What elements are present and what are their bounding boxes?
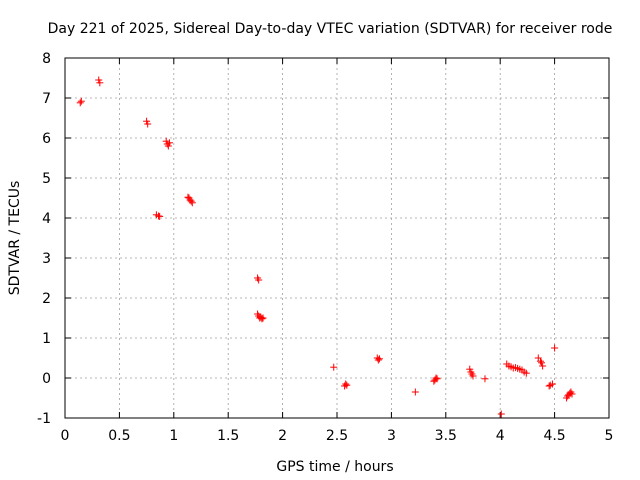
data-point [165, 139, 173, 147]
data-point [497, 410, 505, 418]
y-tick-label: 0 [42, 371, 51, 387]
x-tick-label: 4 [496, 428, 505, 444]
data-point [522, 369, 530, 377]
y-tick-label: 2 [42, 291, 51, 307]
data-points [76, 76, 576, 418]
data-point [144, 120, 152, 128]
data-point [342, 380, 350, 388]
x-tick-label: 2 [278, 428, 287, 444]
data-point [255, 276, 263, 284]
data-point [568, 390, 576, 398]
data-point [433, 375, 441, 383]
data-point [164, 142, 172, 150]
x-tick-label: 1.5 [217, 428, 239, 444]
y-tick-label: 8 [42, 51, 51, 67]
data-point [76, 99, 84, 107]
x-tick-label: 0 [61, 428, 70, 444]
data-point [536, 357, 544, 365]
y-tick-label: -1 [37, 411, 51, 427]
data-point [156, 212, 164, 220]
y-tick-labels: -1 0 1 2 3 4 5 6 7 8 [37, 51, 51, 427]
data-point [551, 344, 559, 352]
axis-ticks [64, 57, 610, 419]
data-point [411, 388, 419, 396]
data-point [539, 362, 547, 370]
x-tick-label: 3 [387, 428, 396, 444]
x-tick-label: 1 [169, 428, 178, 444]
data-point [330, 363, 338, 371]
data-point [481, 375, 489, 383]
chart-title: Day 221 of 2025, Sidereal Day-to-day VTE… [48, 21, 613, 37]
y-tick-label: 4 [42, 211, 51, 227]
data-point [538, 359, 546, 367]
data-point [77, 97, 85, 105]
data-point [432, 374, 440, 382]
data-point [187, 197, 195, 205]
x-tick-label: 5 [605, 428, 614, 444]
grid [65, 58, 609, 418]
data-point [343, 381, 351, 389]
x-tick-label: 3.5 [435, 428, 457, 444]
y-tick-label: 5 [42, 171, 51, 187]
y-axis-title: SDTVAR / TECUs [7, 181, 23, 296]
x-tick-label: 2.5 [326, 428, 348, 444]
data-point [259, 314, 267, 322]
data-point [469, 372, 477, 380]
data-point [96, 79, 104, 87]
x-tick-label: 0.5 [108, 428, 130, 444]
data-point [548, 380, 556, 388]
x-tick-label: 4.5 [543, 428, 565, 444]
data-point [375, 355, 383, 363]
y-tick-label: 1 [42, 331, 51, 347]
y-tick-label: 6 [42, 131, 51, 147]
y-tick-label: 3 [42, 251, 51, 267]
data-point [188, 199, 196, 207]
x-tick-labels: 0 0.5 1 1.5 2 2.5 3 3.5 4 4.5 5 [61, 428, 614, 444]
x-axis-title: GPS time / hours [276, 459, 393, 475]
data-point [258, 315, 266, 323]
data-point [374, 356, 382, 364]
y-tick-label: 7 [42, 91, 51, 107]
